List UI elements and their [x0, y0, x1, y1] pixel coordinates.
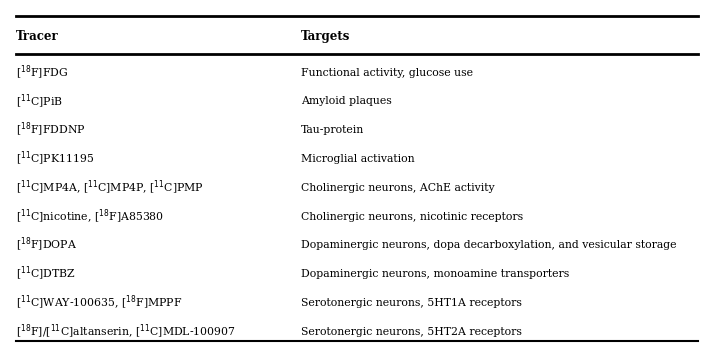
Text: [$^{11}$C]PiB: [$^{11}$C]PiB — [16, 92, 62, 111]
Text: [$^{11}$C]nicotine, [$^{18}$F]A85380: [$^{11}$C]nicotine, [$^{18}$F]A85380 — [16, 207, 164, 226]
Text: [$^{18}$F]FDG: [$^{18}$F]FDG — [16, 64, 68, 82]
Text: [$^{18}$F]/[$^{11}$C]altanserin, [$^{11}$C]MDL-100907: [$^{18}$F]/[$^{11}$C]altanserin, [$^{11}… — [16, 323, 235, 341]
Text: Targets: Targets — [301, 30, 351, 44]
Text: [$^{11}$C]MP4A, [$^{11}$C]MP4P, [$^{11}$C]PMP: [$^{11}$C]MP4A, [$^{11}$C]MP4P, [$^{11}$… — [16, 179, 203, 197]
Text: [$^{11}$C]WAY-100635, [$^{18}$F]MPPF: [$^{11}$C]WAY-100635, [$^{18}$F]MPPF — [16, 294, 182, 312]
Text: [$^{11}$C]DTBZ: [$^{11}$C]DTBZ — [16, 265, 76, 283]
Text: Serotonergic neurons, 5HT2A receptors: Serotonergic neurons, 5HT2A receptors — [301, 327, 523, 337]
Text: Amyloid plaques: Amyloid plaques — [301, 97, 392, 106]
Text: Serotonergic neurons, 5HT1A receptors: Serotonergic neurons, 5HT1A receptors — [301, 298, 523, 308]
Text: Dopaminergic neurons, monoamine transporters: Dopaminergic neurons, monoamine transpor… — [301, 269, 569, 279]
Text: Cholinergic neurons, nicotinic receptors: Cholinergic neurons, nicotinic receptors — [301, 212, 523, 221]
Text: Tracer: Tracer — [16, 30, 58, 44]
Text: Dopaminergic neurons, dopa decarboxylation, and vesicular storage: Dopaminergic neurons, dopa decarboxylati… — [301, 240, 677, 250]
Text: Microglial activation: Microglial activation — [301, 154, 415, 164]
Text: Functional activity, glucose use: Functional activity, glucose use — [301, 68, 474, 78]
Text: [$^{18}$F]FDDNP: [$^{18}$F]FDDNP — [16, 121, 85, 139]
Text: [$^{18}$F]DOPA: [$^{18}$F]DOPA — [16, 236, 77, 254]
Text: Tau-protein: Tau-protein — [301, 125, 364, 135]
Text: [$^{11}$C]PK11195: [$^{11}$C]PK11195 — [16, 150, 94, 168]
Text: Cholinergic neurons, AChE activity: Cholinergic neurons, AChE activity — [301, 183, 495, 193]
